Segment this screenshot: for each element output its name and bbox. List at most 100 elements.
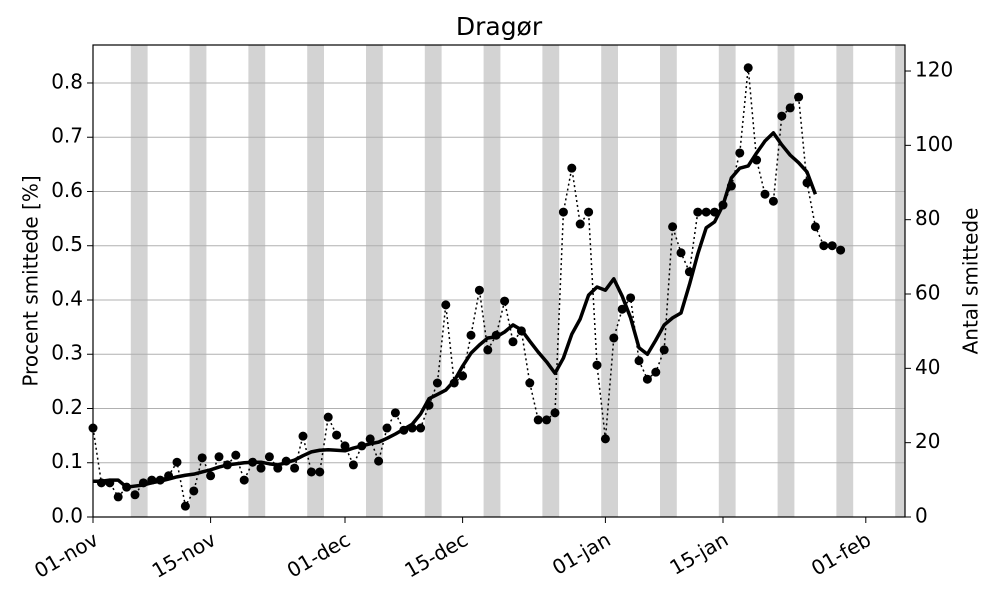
daily-point bbox=[651, 367, 661, 377]
daily-point bbox=[323, 412, 333, 422]
daily-point bbox=[483, 345, 493, 355]
weekend-band bbox=[660, 45, 677, 517]
daily-point bbox=[836, 245, 846, 255]
weekend-band bbox=[777, 45, 795, 517]
daily-point bbox=[264, 452, 274, 462]
daily-point bbox=[113, 492, 123, 502]
daily-point bbox=[256, 463, 266, 473]
y-tick-label: 0.6 bbox=[51, 178, 83, 202]
weekend-band bbox=[836, 45, 854, 517]
weekend-band bbox=[248, 45, 266, 517]
daily-point bbox=[743, 63, 753, 73]
daily-point bbox=[819, 241, 829, 251]
daily-point bbox=[348, 460, 358, 470]
weekend-band bbox=[718, 45, 736, 517]
y-tick-label: 0.8 bbox=[51, 69, 83, 93]
daily-point bbox=[340, 441, 350, 451]
y2-tick-label: 40 bbox=[915, 355, 940, 379]
daily-point bbox=[609, 333, 619, 343]
daily-point bbox=[575, 219, 585, 229]
daily-point bbox=[693, 207, 703, 217]
daily-point bbox=[382, 423, 392, 433]
x-tick-label: 15-nov bbox=[148, 527, 220, 583]
daily-point bbox=[525, 378, 535, 388]
daily-point bbox=[668, 222, 678, 232]
x-tick-label: 01-feb bbox=[807, 527, 875, 580]
y2-axis-label: Antal smittede bbox=[959, 208, 983, 355]
daily-point bbox=[206, 471, 216, 481]
chart-title: Dragør bbox=[456, 12, 543, 41]
daily-point bbox=[189, 486, 199, 496]
y-tick-label: 0.0 bbox=[51, 504, 83, 528]
daily-point bbox=[239, 475, 249, 485]
daily-point bbox=[626, 293, 636, 303]
x-tick-label: 01-dec bbox=[283, 527, 354, 582]
daily-point bbox=[584, 207, 594, 217]
daily-point bbox=[231, 450, 241, 460]
daily-point bbox=[416, 423, 426, 433]
weekend-band bbox=[189, 45, 207, 517]
daily-point bbox=[172, 457, 182, 467]
weekend-band bbox=[483, 45, 501, 517]
average-line bbox=[93, 131, 818, 489]
daily-point bbox=[508, 337, 518, 347]
daily-point bbox=[500, 296, 510, 306]
daily-point bbox=[374, 456, 384, 466]
weekend-band bbox=[895, 45, 905, 517]
shading-layer bbox=[130, 45, 905, 517]
daily-point bbox=[676, 248, 686, 258]
daily-point bbox=[550, 408, 560, 418]
daily-point bbox=[760, 189, 770, 199]
plot-frame bbox=[92, 44, 906, 518]
daily-point bbox=[332, 430, 342, 440]
x-tick-label: 15-jan bbox=[666, 527, 733, 579]
daily-point bbox=[735, 148, 745, 158]
weekend-band bbox=[424, 45, 442, 517]
daily-point bbox=[768, 196, 778, 206]
y-tick-label: 0.5 bbox=[51, 232, 83, 256]
y2-tick-label: 120 bbox=[915, 58, 953, 82]
y-axis-label: Procent smittede [%] bbox=[19, 175, 43, 386]
x-tick-label: 15-dec bbox=[400, 527, 471, 582]
y-tick-label: 0.1 bbox=[51, 449, 83, 473]
y2-tick-label: 20 bbox=[915, 429, 940, 453]
daily-point bbox=[567, 163, 577, 173]
weekend-band bbox=[307, 45, 324, 517]
y-tick-label: 0.4 bbox=[51, 286, 83, 310]
daily-point bbox=[600, 434, 610, 444]
daily-point bbox=[315, 467, 325, 477]
y-tick-label: 0.7 bbox=[51, 124, 83, 148]
weekend-band bbox=[601, 45, 618, 517]
daily-point bbox=[592, 360, 602, 370]
daily-point bbox=[777, 111, 787, 121]
daily-point bbox=[617, 304, 627, 314]
daily-point bbox=[306, 467, 316, 477]
y2-tick-label: 80 bbox=[915, 206, 940, 230]
daily-point bbox=[466, 330, 476, 340]
daily-point bbox=[130, 490, 140, 500]
daily-point bbox=[458, 371, 468, 381]
daily-point bbox=[390, 408, 400, 418]
daily-point bbox=[474, 285, 484, 295]
daily-point bbox=[365, 434, 375, 444]
daily-point bbox=[441, 300, 451, 310]
daily-point bbox=[290, 463, 300, 473]
daily-point bbox=[558, 207, 568, 217]
daily-point bbox=[197, 453, 207, 463]
daily-point bbox=[794, 92, 804, 102]
daily-point bbox=[827, 241, 837, 251]
daily-point bbox=[642, 374, 652, 384]
daily-point bbox=[542, 415, 552, 425]
weekend-band bbox=[542, 45, 560, 517]
y-tick-label: 0.2 bbox=[51, 395, 83, 419]
y2-tick-label: 0 bbox=[915, 504, 928, 528]
y2-tick-label: 100 bbox=[915, 132, 953, 156]
y2-tick-label: 60 bbox=[915, 281, 940, 305]
y-tick-label: 0.3 bbox=[51, 341, 83, 365]
daily-point bbox=[298, 431, 308, 441]
daily-point bbox=[701, 207, 711, 217]
x-tick-label: 01-jan bbox=[548, 527, 615, 579]
daily-point bbox=[533, 415, 543, 425]
daily-point bbox=[810, 222, 820, 232]
